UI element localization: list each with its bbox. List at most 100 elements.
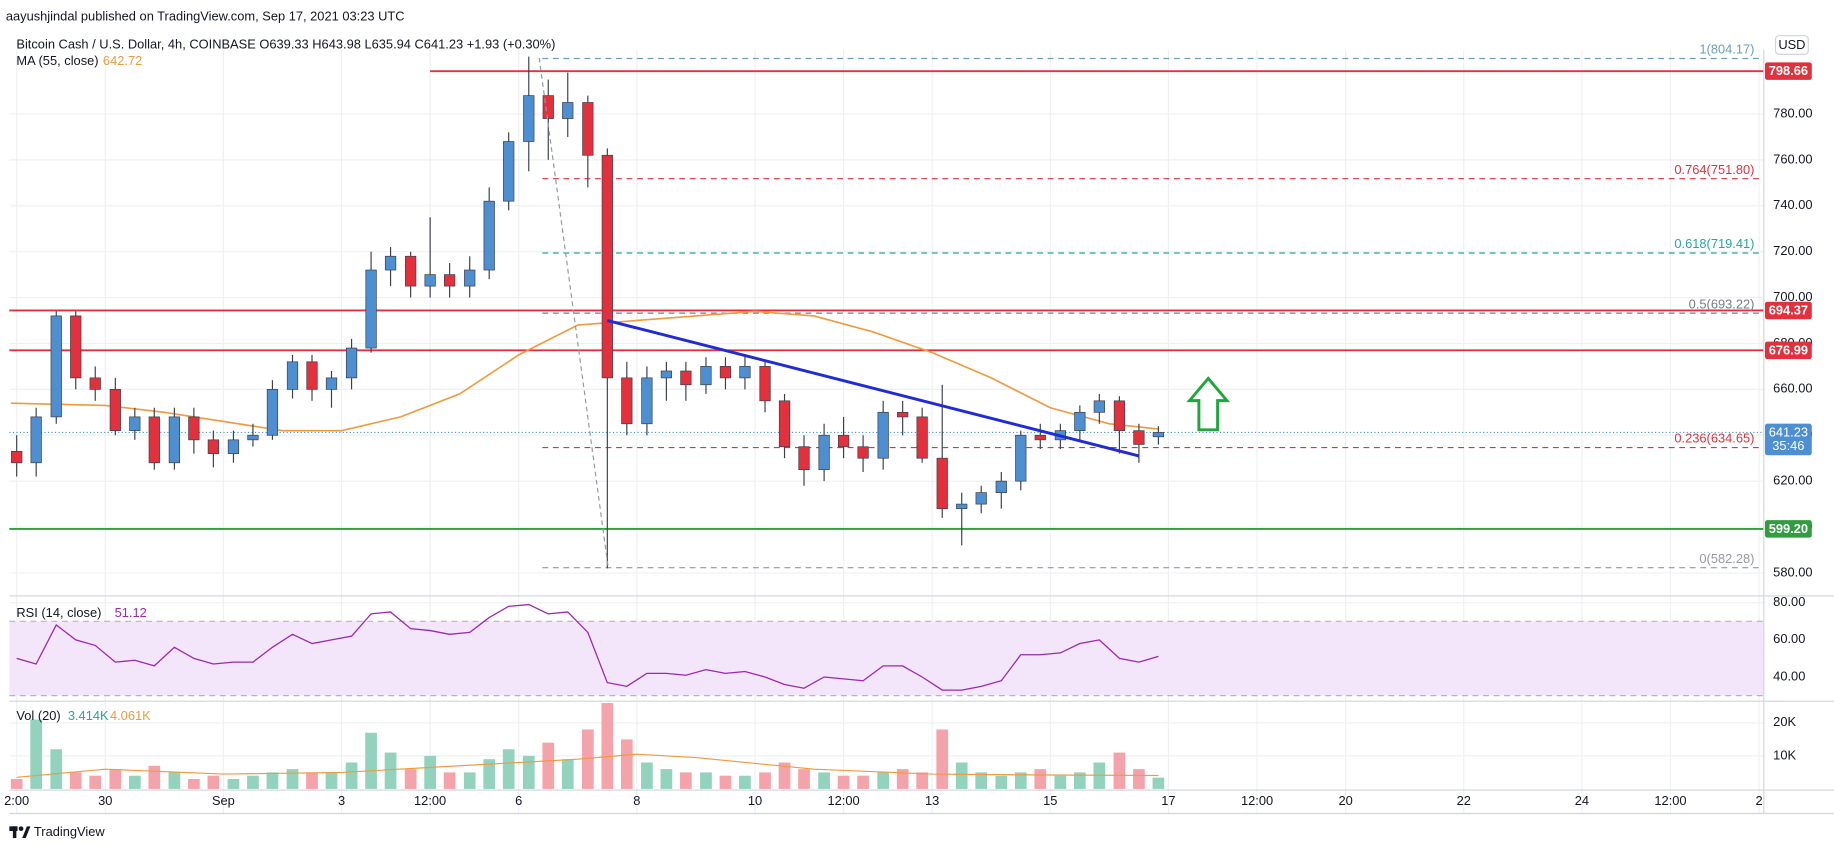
volume-bar xyxy=(1113,752,1126,789)
x-tick-label: 10 xyxy=(748,793,762,808)
candle-body xyxy=(227,439,240,454)
fib-label: 0(582.28) xyxy=(1699,551,1754,566)
brand-name: TradingView xyxy=(34,824,105,839)
volume-bar xyxy=(30,719,43,789)
volume-bar xyxy=(818,772,830,789)
volume-bar xyxy=(502,749,515,789)
currency-box[interactable] xyxy=(1774,35,1809,55)
volume-bar xyxy=(660,769,673,789)
volume-bar xyxy=(69,772,82,789)
candle-body xyxy=(306,361,318,390)
volume-bar xyxy=(719,775,732,789)
volume-bar xyxy=(384,752,397,789)
level-price-label: 798.66 xyxy=(1769,63,1808,78)
x-tick-label: 24 xyxy=(1575,793,1589,808)
candle-body xyxy=(680,370,692,386)
candle-body xyxy=(739,366,751,379)
rsi-line xyxy=(16,603,1159,691)
candle-body xyxy=(286,361,299,390)
brand-logo xyxy=(9,826,31,839)
last-price-label: 641.23 xyxy=(1769,424,1808,439)
candle-body xyxy=(641,377,653,425)
volume-bar xyxy=(325,772,338,789)
candle-body xyxy=(424,274,436,287)
y-tick-label: 620.00 xyxy=(1773,473,1812,488)
candle-body xyxy=(1113,400,1126,432)
level-price-label: 599.20 xyxy=(1769,521,1808,536)
rsi-legend: RSI (14, close) xyxy=(16,605,101,620)
y-tick-label: 660.00 xyxy=(1773,381,1812,396)
candle-body xyxy=(1015,434,1027,482)
volume-bar xyxy=(739,775,751,789)
candle-body xyxy=(936,457,948,510)
volume-bar xyxy=(975,772,988,789)
up-arrow xyxy=(1186,376,1231,432)
currency-label[interactable]: USD xyxy=(1778,37,1805,52)
fib-label: 0.5(693.22) xyxy=(1689,296,1755,311)
candle-body xyxy=(798,446,810,471)
volume-bar xyxy=(522,755,535,789)
x-tick-label: 17 xyxy=(1161,793,1175,808)
y-tick-label: 760.00 xyxy=(1773,151,1812,166)
volume-bar xyxy=(641,762,653,789)
volume-bar xyxy=(10,779,23,789)
fib-label: 0.764(751.80) xyxy=(1674,162,1754,177)
vol-last-value: 3.414K xyxy=(68,708,109,723)
candle-body xyxy=(168,416,180,464)
candle-body xyxy=(129,416,141,432)
volume-bar xyxy=(1152,777,1165,789)
candle-body xyxy=(837,434,850,448)
candle-body xyxy=(70,315,82,379)
volume-bar xyxy=(443,772,456,789)
x-tick-label: 12:00 xyxy=(827,793,859,808)
volume-bar xyxy=(247,775,259,789)
volume-bar xyxy=(620,739,633,789)
volume-bar xyxy=(798,769,810,789)
y-tick-label: 10K xyxy=(1773,747,1796,762)
candle-body xyxy=(542,95,554,119)
candle-body xyxy=(30,416,42,464)
x-tick-label: 12:00 xyxy=(414,793,446,808)
candle-body xyxy=(700,366,712,386)
candle-body xyxy=(562,102,574,119)
volume-bar xyxy=(680,772,692,789)
volume-ma-line xyxy=(16,753,1159,778)
volume-bar xyxy=(759,772,771,789)
candle-body xyxy=(148,416,160,464)
rsi-last-value: 51.12 xyxy=(115,605,147,620)
candle-body xyxy=(601,154,613,379)
candle-body xyxy=(956,503,968,510)
x-tick-label: 20 xyxy=(1338,793,1352,808)
volume-bar xyxy=(109,769,122,789)
candle-body xyxy=(975,492,987,505)
fib-anchor-line xyxy=(538,57,609,568)
volume-bar xyxy=(365,732,377,789)
volume-bar xyxy=(207,775,220,789)
level-price-box xyxy=(1764,301,1812,320)
candle-body xyxy=(89,377,101,390)
y-tick-label: 700.00 xyxy=(1773,289,1812,304)
level-price-box xyxy=(1764,341,1812,360)
candle-body xyxy=(325,377,338,390)
x-tick-label: 13 xyxy=(925,793,939,808)
volume-bar xyxy=(188,779,200,789)
candle-body xyxy=(345,347,358,379)
candle-body xyxy=(266,389,279,436)
volume-bar xyxy=(877,772,890,789)
candle-body xyxy=(916,416,928,459)
level-price-box xyxy=(1764,520,1812,538)
volume-bar xyxy=(995,775,1008,789)
candle-body xyxy=(1133,430,1145,445)
volume-bar xyxy=(581,729,594,789)
y-tick-label: 720.00 xyxy=(1773,243,1812,258)
candle-body xyxy=(109,389,121,432)
candle-body xyxy=(818,434,830,471)
published-caption: aayushjindal published on TradingView.co… xyxy=(6,8,405,23)
x-tick-label: 12:00 xyxy=(1241,793,1273,808)
fib-label: 0.618(719.41) xyxy=(1674,236,1754,251)
level-price-label: 676.99 xyxy=(1769,342,1808,357)
candle-body xyxy=(897,411,909,418)
volume-bar xyxy=(601,703,614,789)
volume-bar xyxy=(50,749,63,789)
